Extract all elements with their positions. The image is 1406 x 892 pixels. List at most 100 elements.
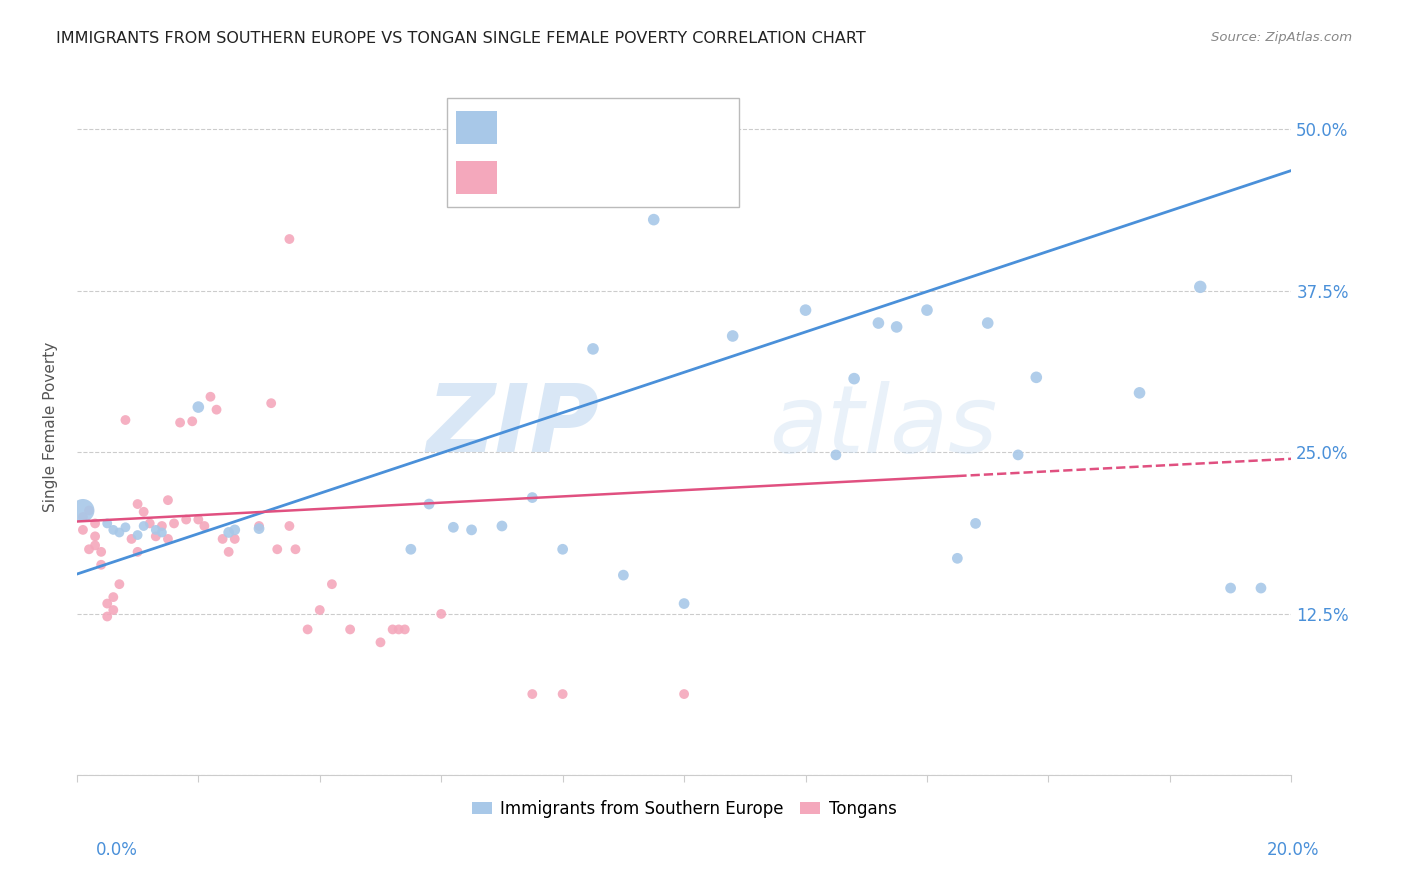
Point	[156, 532, 179, 546]
Point	[132, 505, 155, 519]
Legend: Immigrants from Southern Europe, Tongans: Immigrants from Southern Europe, Tongans	[465, 793, 903, 824]
Point	[612, 151, 634, 165]
Point	[842, 371, 865, 385]
Point	[370, 635, 392, 649]
Point	[965, 516, 987, 531]
Point	[418, 497, 440, 511]
Point	[297, 623, 319, 637]
Point	[181, 414, 204, 428]
Point	[381, 623, 404, 637]
Point	[84, 538, 107, 552]
Point	[96, 609, 118, 624]
Point	[643, 212, 665, 227]
Point	[224, 532, 246, 546]
Point	[72, 510, 94, 524]
Text: 0.0%: 0.0%	[96, 840, 138, 858]
Point	[121, 532, 143, 546]
Point	[266, 542, 288, 557]
Point	[138, 516, 160, 531]
Point	[284, 542, 307, 557]
Point	[169, 416, 191, 430]
Point	[187, 400, 209, 414]
Point	[308, 603, 330, 617]
Point	[321, 577, 343, 591]
Text: IMMIGRANTS FROM SOUTHERN EUROPE VS TONGAN SINGLE FEMALE POVERTY CORRELATION CHAR: IMMIGRANTS FROM SOUTHERN EUROPE VS TONGA…	[56, 31, 866, 46]
Point	[886, 320, 908, 334]
Point	[84, 516, 107, 531]
Point	[582, 342, 605, 356]
Point	[825, 448, 848, 462]
Point	[794, 303, 817, 318]
Point	[977, 316, 1000, 330]
Point	[150, 519, 173, 533]
Point	[522, 491, 544, 505]
Point	[1250, 581, 1272, 595]
Point	[430, 607, 453, 621]
Point	[399, 542, 422, 557]
Text: Source: ZipAtlas.com: Source: ZipAtlas.com	[1212, 31, 1353, 45]
Point	[1189, 280, 1212, 294]
Point	[163, 516, 186, 531]
Point	[612, 568, 634, 582]
Point	[205, 402, 228, 417]
Point	[90, 545, 112, 559]
Point	[1128, 385, 1150, 400]
Point	[1219, 581, 1241, 595]
Point	[218, 525, 240, 540]
Point	[868, 316, 890, 330]
Point	[103, 523, 125, 537]
Point	[103, 590, 125, 604]
Point	[394, 623, 416, 637]
Point	[77, 542, 100, 557]
Point	[460, 523, 482, 537]
Point	[522, 687, 544, 701]
Point	[96, 516, 118, 531]
Point	[441, 520, 464, 534]
Point	[1025, 370, 1047, 384]
Point	[193, 519, 215, 533]
Point	[174, 512, 197, 526]
Point	[108, 577, 131, 591]
Point	[673, 597, 696, 611]
Point	[247, 522, 270, 536]
Point	[721, 329, 744, 343]
Point	[224, 523, 246, 537]
Point	[551, 687, 574, 701]
Text: atlas: atlas	[769, 381, 997, 472]
Point	[218, 545, 240, 559]
Point	[72, 503, 94, 517]
Point	[103, 603, 125, 617]
Point	[260, 396, 283, 410]
Point	[551, 542, 574, 557]
Point	[491, 519, 513, 533]
Point	[150, 525, 173, 540]
Point	[388, 623, 411, 637]
Point	[156, 493, 179, 508]
Point	[108, 525, 131, 540]
Point	[114, 520, 136, 534]
Point	[278, 519, 301, 533]
Point	[211, 532, 233, 546]
Point	[127, 545, 149, 559]
Point	[673, 687, 696, 701]
Point	[187, 512, 209, 526]
Point	[127, 497, 149, 511]
Point	[278, 232, 301, 246]
Text: ZIP: ZIP	[426, 381, 599, 473]
Y-axis label: Single Female Poverty: Single Female Poverty	[44, 342, 58, 512]
Point	[77, 503, 100, 517]
Point	[145, 529, 167, 543]
Point	[132, 519, 155, 533]
Point	[1007, 448, 1029, 462]
Point	[72, 523, 94, 537]
Text: 20.0%: 20.0%	[1267, 840, 1319, 858]
Point	[90, 558, 112, 572]
Point	[96, 597, 118, 611]
Point	[915, 303, 938, 318]
Point	[114, 413, 136, 427]
Point	[200, 390, 222, 404]
Point	[84, 529, 107, 543]
Point	[127, 528, 149, 542]
Point	[946, 551, 969, 566]
Point	[145, 523, 167, 537]
